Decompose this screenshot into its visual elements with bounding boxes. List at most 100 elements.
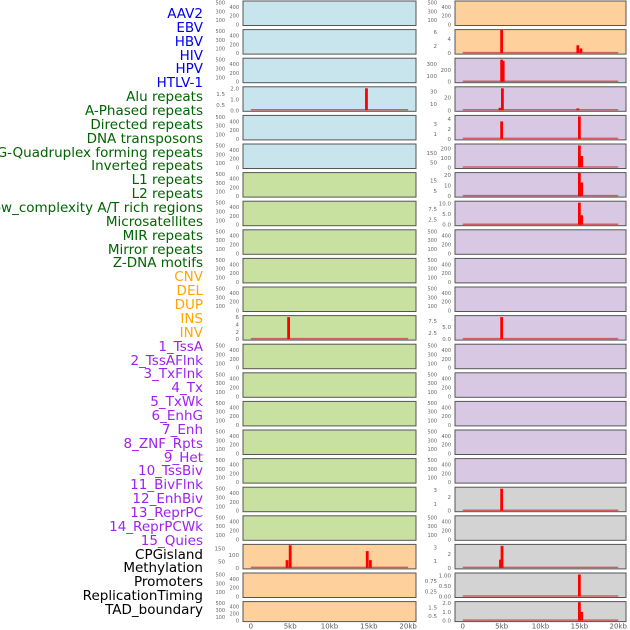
- y-tick-label: 300: [427, 467, 437, 473]
- track-panel: 0 100 200 300 400 500: [215, 372, 417, 400]
- y-tick-label: 400: [441, 377, 451, 383]
- y-tick-label: 400: [229, 520, 239, 526]
- y-tick-label: 500: [215, 29, 225, 35]
- panel-background: [242, 257, 417, 284]
- track-panel: 0 1 2 3: [434, 486, 627, 515]
- track-panel: 0.0 2.5 5.0 7.510.0: [428, 200, 627, 229]
- y-tick-label: 0: [236, 194, 239, 200]
- track-label: 14_ReprPCWk: [109, 518, 203, 535]
- bar: [576, 108, 580, 111]
- y-tick-label: 0: [236, 423, 239, 429]
- y-tick-label: 1: [434, 132, 438, 138]
- y-tick-label: 200: [441, 414, 451, 420]
- panel-background: [454, 229, 627, 255]
- y-tick-label: 0.75: [425, 579, 438, 585]
- track-panel: 0 100 200 300 400 500: [215, 429, 417, 458]
- y-tick-label: 0: [236, 309, 239, 315]
- y-tick-label: 200: [229, 529, 239, 535]
- bar: [500, 317, 504, 340]
- y-tick-label: 400: [229, 5, 239, 11]
- track-panel: 0.0 2.5 5.0 7.5: [428, 315, 627, 343]
- panel-background: [454, 29, 627, 55]
- y-tick-label: 200: [441, 300, 451, 306]
- y-tick-label: 500: [215, 487, 225, 493]
- track-label: 8_ZNF_Rpts: [123, 435, 203, 452]
- track-label: 5_TxWk: [150, 394, 203, 411]
- y-tick-label: 0: [448, 194, 452, 200]
- y-tick-label: 100: [441, 156, 452, 162]
- y-tick-label: 100: [215, 304, 225, 310]
- y-tick-label: 200: [441, 271, 451, 277]
- y-tick-label: 500: [215, 344, 225, 350]
- y-tick-label: 500: [215, 515, 225, 521]
- y-tick-label: 500: [215, 201, 225, 207]
- track-panel: 0 100 200 300 400 500: [427, 458, 627, 486]
- track-panel: 0 100 200 300 400 500: [215, 57, 417, 86]
- y-tick-label: 300: [215, 181, 225, 187]
- y-tick-label: 0: [236, 137, 239, 143]
- y-tick-label: 400: [229, 405, 239, 411]
- bar: [498, 107, 502, 111]
- track-panel: 0 100 200 300 400 500: [427, 257, 627, 286]
- y-tick-label: 300: [427, 438, 437, 444]
- y-tick-label: 100: [215, 615, 225, 621]
- y-tick-label: 400: [441, 520, 451, 526]
- panel-background: [242, 601, 417, 623]
- y-tick-label: 0: [236, 223, 239, 229]
- track-label: Directed repeats: [90, 116, 203, 133]
- panel-background: [454, 57, 627, 84]
- bar: [287, 317, 291, 340]
- bar: [580, 215, 584, 225]
- y-tick-label: 200: [229, 271, 239, 277]
- y-tick-label: 400: [229, 62, 239, 68]
- track-label: L1 repeats: [131, 172, 203, 189]
- y-tick-label: 0: [448, 251, 451, 257]
- track-label: INV: [179, 324, 203, 341]
- y-tick-label: 200: [229, 471, 239, 477]
- y-tick-label: 500: [427, 229, 437, 235]
- y-tick-label: 0: [236, 480, 239, 486]
- track-label: Low_complexity A/T rich regions: [0, 200, 203, 217]
- panel-background: [454, 486, 627, 513]
- y-tick-label: 200: [441, 243, 451, 249]
- y-tick-label: 50: [430, 161, 437, 167]
- y-tick-label: 0.0: [230, 108, 239, 114]
- y-tick-label: 100: [215, 18, 225, 24]
- track-label: Methylation: [123, 560, 203, 577]
- y-tick-label: 200: [229, 386, 239, 392]
- y-tick-label: 200: [229, 71, 239, 77]
- y-tick-label: 0: [236, 366, 239, 372]
- track-label: TAD_boundary: [105, 601, 203, 618]
- panel-background: [454, 286, 627, 312]
- track-label: Z-DNA motifs: [112, 255, 203, 272]
- panel-background: [454, 429, 627, 455]
- y-tick-label: 500: [427, 372, 437, 378]
- x-tick-label: 15kb: [360, 623, 378, 630]
- y-tick-label: 100: [215, 590, 225, 596]
- y-tick-label: 100: [427, 447, 437, 453]
- y-tick-label: 400: [229, 348, 239, 354]
- x-tick-label: 10kb: [321, 623, 339, 630]
- panel-background: [454, 172, 627, 198]
- y-tick-label: 0: [448, 137, 452, 143]
- track-label: 11_BivFlnk: [130, 477, 203, 494]
- bar: [288, 545, 292, 568]
- y-tick-label: 500: [215, 287, 225, 293]
- x-tick-label: 10kb: [532, 623, 550, 630]
- y-tick-label: 200: [229, 243, 239, 249]
- y-tick-label: 20: [444, 96, 451, 102]
- y-tick-label: 400: [229, 577, 239, 583]
- track-label: L2 repeats: [131, 186, 203, 203]
- panel-background: [454, 143, 627, 169]
- y-tick-label: 200: [229, 157, 239, 163]
- y-tick-label: 0: [448, 423, 451, 429]
- y-tick-label: 4: [236, 322, 240, 328]
- y-tick-label: 300: [215, 524, 225, 530]
- track-label: MIR repeats: [122, 227, 203, 244]
- y-tick-label: 500: [215, 172, 225, 178]
- y-tick-label: 400: [229, 463, 239, 469]
- y-tick-label: 0: [236, 280, 239, 286]
- track-panel: 0 1 2 3: [434, 543, 627, 572]
- y-tick-label: 100: [215, 47, 225, 53]
